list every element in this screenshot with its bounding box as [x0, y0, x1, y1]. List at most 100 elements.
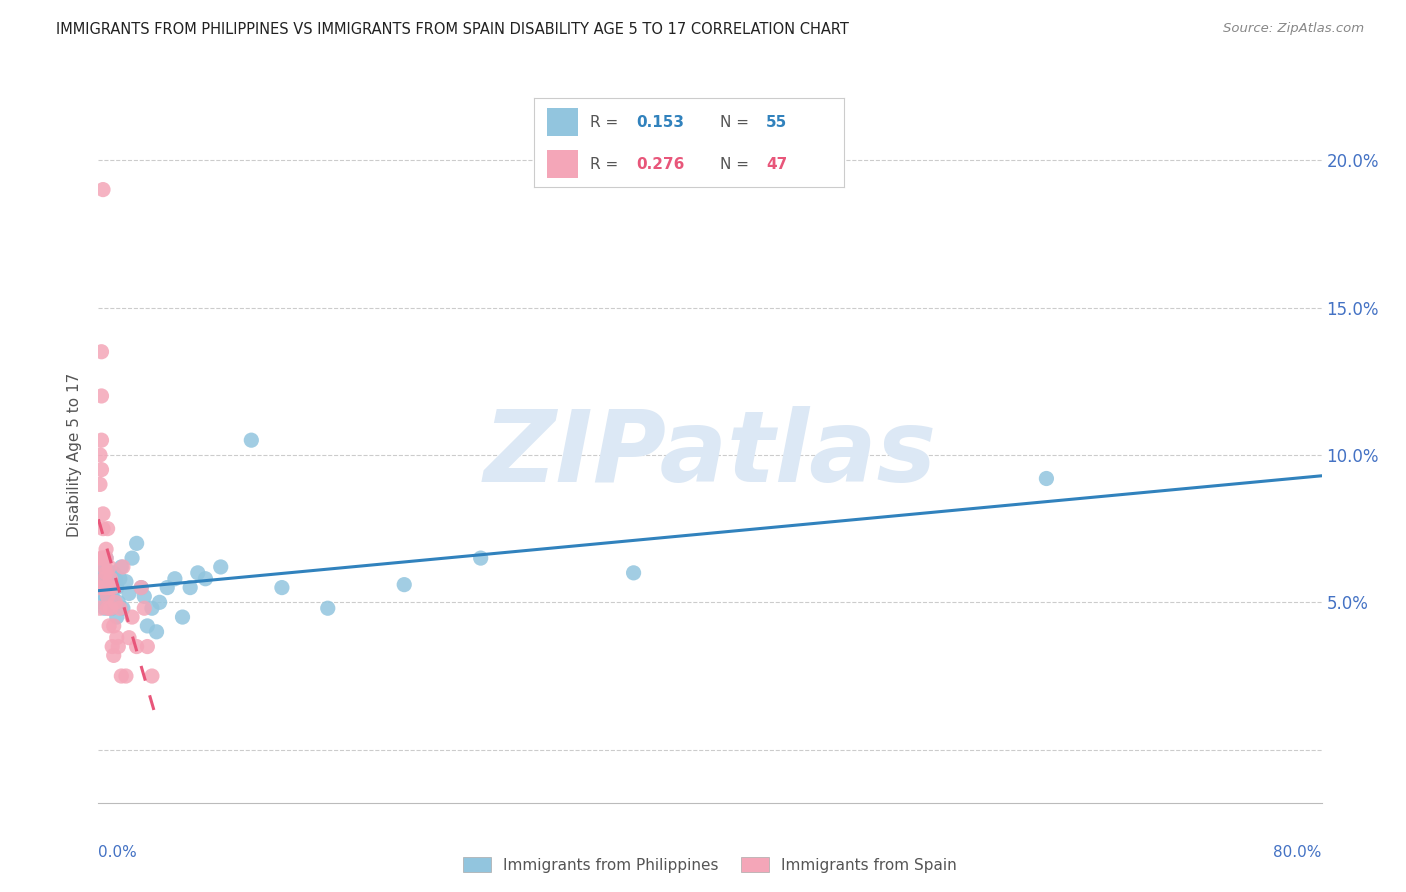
Point [115, 669, 138, 683]
Legend: Immigrants from Philippines, Immigrants from Spain: Immigrants from Philippines, Immigrants … [457, 850, 963, 879]
Point [134, 601, 156, 615]
Point [105, 581, 128, 595]
Text: IMMIGRANTS FROM PHILIPPINES VS IMMIGRANTS FROM SPAIN DISABILITY AGE 5 TO 17 CORR: IMMIGRANTS FROM PHILIPPINES VS IMMIGRANT… [56, 22, 849, 37]
Text: 55: 55 [766, 115, 787, 129]
Point [90, 566, 112, 580]
Text: R =: R = [591, 157, 623, 171]
Point [149, 595, 172, 609]
Point [90, 344, 112, 359]
Point [103, 619, 125, 633]
Point [97, 581, 120, 595]
Point [129, 581, 152, 595]
Point [101, 590, 124, 604]
Point [108, 601, 131, 615]
Point [100, 572, 122, 586]
Point [129, 581, 152, 595]
Y-axis label: Disability Age 5 to 17: Disability Age 5 to 17 [67, 373, 83, 537]
Point [91, 522, 114, 536]
Point [98, 619, 121, 633]
Point [105, 631, 128, 645]
Point [98, 601, 121, 615]
Point [103, 648, 125, 663]
Point [98, 581, 121, 595]
Point [91, 183, 114, 197]
Text: 0.153: 0.153 [637, 115, 685, 129]
Point [470, 551, 492, 566]
Point [156, 581, 179, 595]
Point [316, 601, 339, 615]
Point [103, 581, 125, 595]
Point [121, 551, 143, 566]
Point [103, 595, 125, 609]
Point [103, 566, 125, 580]
Point [94, 551, 117, 566]
Point [98, 581, 121, 595]
Point [107, 640, 129, 654]
Point [93, 572, 115, 586]
Point [89, 581, 111, 595]
Point [108, 572, 131, 586]
Point [194, 572, 217, 586]
Point [101, 640, 124, 654]
Point [91, 551, 114, 566]
Text: 80.0%: 80.0% [1274, 845, 1322, 860]
Point [89, 477, 111, 491]
Point [145, 624, 167, 639]
Point [134, 590, 156, 604]
Point [118, 586, 141, 600]
Point [90, 551, 112, 566]
Point [1035, 471, 1057, 485]
Text: R =: R = [591, 115, 623, 129]
Point [90, 433, 112, 447]
Point [110, 669, 132, 683]
Point [94, 542, 117, 557]
Text: N =: N = [720, 157, 754, 171]
Point [97, 590, 120, 604]
Point [125, 536, 148, 550]
Point [136, 640, 159, 654]
Point [104, 572, 127, 586]
Point [115, 574, 138, 589]
Point [93, 560, 115, 574]
Point [93, 560, 115, 574]
Point [94, 566, 117, 580]
Point [89, 448, 111, 462]
Point [118, 631, 141, 645]
Point [392, 577, 416, 591]
Point [100, 601, 122, 615]
Point [89, 601, 111, 615]
Point [107, 595, 129, 609]
Point [89, 581, 111, 595]
Point [101, 581, 124, 595]
Point [93, 601, 115, 615]
Point [90, 463, 112, 477]
Text: 47: 47 [766, 157, 787, 171]
Point [93, 551, 115, 566]
Point [101, 581, 124, 595]
FancyBboxPatch shape [547, 108, 578, 136]
Point [97, 522, 120, 536]
Point [104, 595, 127, 609]
Point [141, 601, 163, 615]
Point [91, 586, 114, 600]
Point [94, 551, 117, 566]
Point [91, 507, 114, 521]
Point [163, 572, 186, 586]
Text: 0.276: 0.276 [637, 157, 685, 171]
Point [91, 572, 114, 586]
Point [98, 590, 121, 604]
Point [97, 566, 120, 580]
Point [93, 581, 115, 595]
Point [172, 610, 194, 624]
Point [105, 610, 128, 624]
Point [623, 566, 645, 580]
Point [94, 572, 117, 586]
Point [90, 595, 112, 609]
Point [111, 601, 134, 615]
Point [125, 640, 148, 654]
Point [179, 581, 201, 595]
Point [100, 586, 122, 600]
Point [209, 560, 232, 574]
Point [111, 560, 134, 574]
Text: Source: ZipAtlas.com: Source: ZipAtlas.com [1223, 22, 1364, 36]
